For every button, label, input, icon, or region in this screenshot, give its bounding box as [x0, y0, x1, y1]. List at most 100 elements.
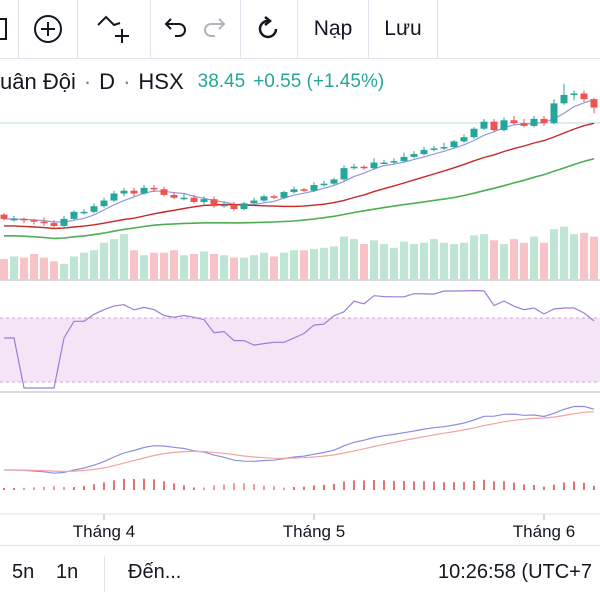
reload-icon[interactable]: [241, 0, 297, 58]
candle-body: [510, 120, 518, 124]
candle-body: [550, 103, 558, 124]
macd-histogram-bar: [13, 488, 15, 490]
load-button[interactable]: Nạp: [313, 17, 353, 40]
volume-bar: [510, 239, 518, 280]
last-price: 38.45: [197, 71, 246, 92]
macd-histogram-bar: [3, 488, 5, 490]
volume-bar: [40, 257, 48, 280]
candle-body: [520, 123, 528, 126]
macd-histogram-bar: [183, 485, 185, 490]
rsi-band: [0, 318, 600, 382]
candle-body: [420, 149, 428, 155]
volume-bar: [210, 253, 218, 280]
macd-histogram-bar: [133, 479, 135, 490]
macd-histogram-bar: [353, 480, 355, 490]
macd-histogram-bar: [163, 481, 165, 490]
volume-bar: [490, 240, 498, 280]
candle-body: [210, 199, 218, 207]
clock-timezone[interactable]: 10:26:58 (UTC+7: [438, 561, 592, 583]
range-1d-button[interactable]: 1n: [56, 561, 79, 583]
candle-body: [230, 204, 238, 210]
macd-histogram-bar: [63, 487, 65, 490]
macd-histogram-bar: [253, 484, 255, 490]
save-button[interactable]: Lưu: [384, 17, 422, 40]
candle-body: [310, 185, 318, 191]
candle-body: [320, 183, 328, 186]
macd-histogram-bar: [493, 481, 495, 490]
candle-body: [100, 200, 108, 207]
macd-histogram-bar: [53, 486, 55, 490]
volume-bar: [30, 253, 38, 280]
compare-icon[interactable]: [78, 0, 150, 58]
candle-body: [340, 168, 348, 180]
candle-body: [110, 193, 118, 201]
volume-bar: [370, 240, 378, 280]
left-edge-icon[interactable]: [0, 0, 10, 58]
range-5d-button[interactable]: 5n: [12, 561, 35, 583]
volume-bar: [110, 239, 118, 280]
candle-body: [40, 221, 48, 224]
candle-body: [0, 214, 8, 219]
candle-body: [450, 141, 458, 148]
candle-body: [360, 166, 368, 169]
undo-icon[interactable]: [152, 0, 196, 58]
redo-icon[interactable]: [196, 0, 236, 58]
candle-body: [570, 93, 578, 95]
candle-body: [20, 218, 28, 221]
candle-body: [390, 161, 398, 163]
volume-bar: [140, 255, 148, 280]
chart-area[interactable]: Tháng 4 Tháng 5 Tháng 6: [0, 58, 600, 545]
macd-histogram-bar: [73, 487, 75, 490]
time-axis: Tháng 4 Tháng 5 Tháng 6: [73, 514, 575, 541]
candle-body: [30, 220, 38, 222]
candle-body: [140, 187, 148, 194]
volume-bar: [250, 255, 258, 280]
goto-date-button[interactable]: Đến...: [128, 561, 182, 583]
volume-bar: [390, 247, 398, 280]
macd-histogram-bar: [553, 484, 555, 490]
macd-histogram-bar: [413, 481, 415, 490]
price-pane: [0, 83, 600, 515]
macd-histogram-bar: [23, 487, 25, 490]
volume-bar: [10, 256, 18, 280]
volume-bar: [100, 242, 108, 280]
macd-histogram-bar: [463, 481, 465, 490]
macd-histogram-bar: [393, 480, 395, 490]
volume-bar: [290, 250, 298, 280]
macd-histogram-bar: [363, 480, 365, 490]
rsi-line: [4, 289, 595, 389]
symbol-interval[interactable]: D: [99, 69, 116, 94]
volume-bar: [230, 257, 238, 280]
volume-bar: [220, 255, 228, 280]
macd-histogram-bar: [373, 479, 375, 490]
volume-bar: [440, 242, 448, 280]
volume-bar: [590, 236, 598, 280]
candle-body: [560, 94, 568, 104]
candle-body: [200, 199, 208, 202]
macd-histogram-bar: [173, 483, 175, 490]
volume-bar: [420, 242, 428, 280]
volume-bar: [90, 250, 98, 280]
add-indicator-icon[interactable]: [19, 0, 77, 58]
macd-histogram-bar: [333, 483, 335, 490]
macd-histogram-bar: [573, 481, 575, 490]
volume-bar: [70, 256, 78, 280]
volume-bar: [400, 241, 408, 280]
macd-histogram-bar: [313, 485, 315, 490]
macd-histogram-bar: [213, 485, 215, 490]
macd-histogram-bar: [343, 481, 345, 490]
candle-body: [290, 189, 298, 193]
symbol-name[interactable]: uân Đội: [0, 69, 76, 94]
macd-histogram-bar: [203, 487, 205, 490]
candle-body: [10, 218, 18, 221]
macd-histogram-bar: [433, 481, 435, 490]
volume-bar: [560, 226, 568, 280]
macd-histogram-bar: [473, 480, 475, 490]
candle-body: [170, 194, 178, 198]
candle-body: [270, 196, 278, 198]
volume-bar: [570, 234, 578, 280]
macd-histogram-bar: [43, 486, 45, 490]
toolbar: Nạp Lưu: [0, 0, 600, 59]
macd-histogram-bar: [293, 487, 295, 490]
volume-bar: [340, 236, 348, 280]
